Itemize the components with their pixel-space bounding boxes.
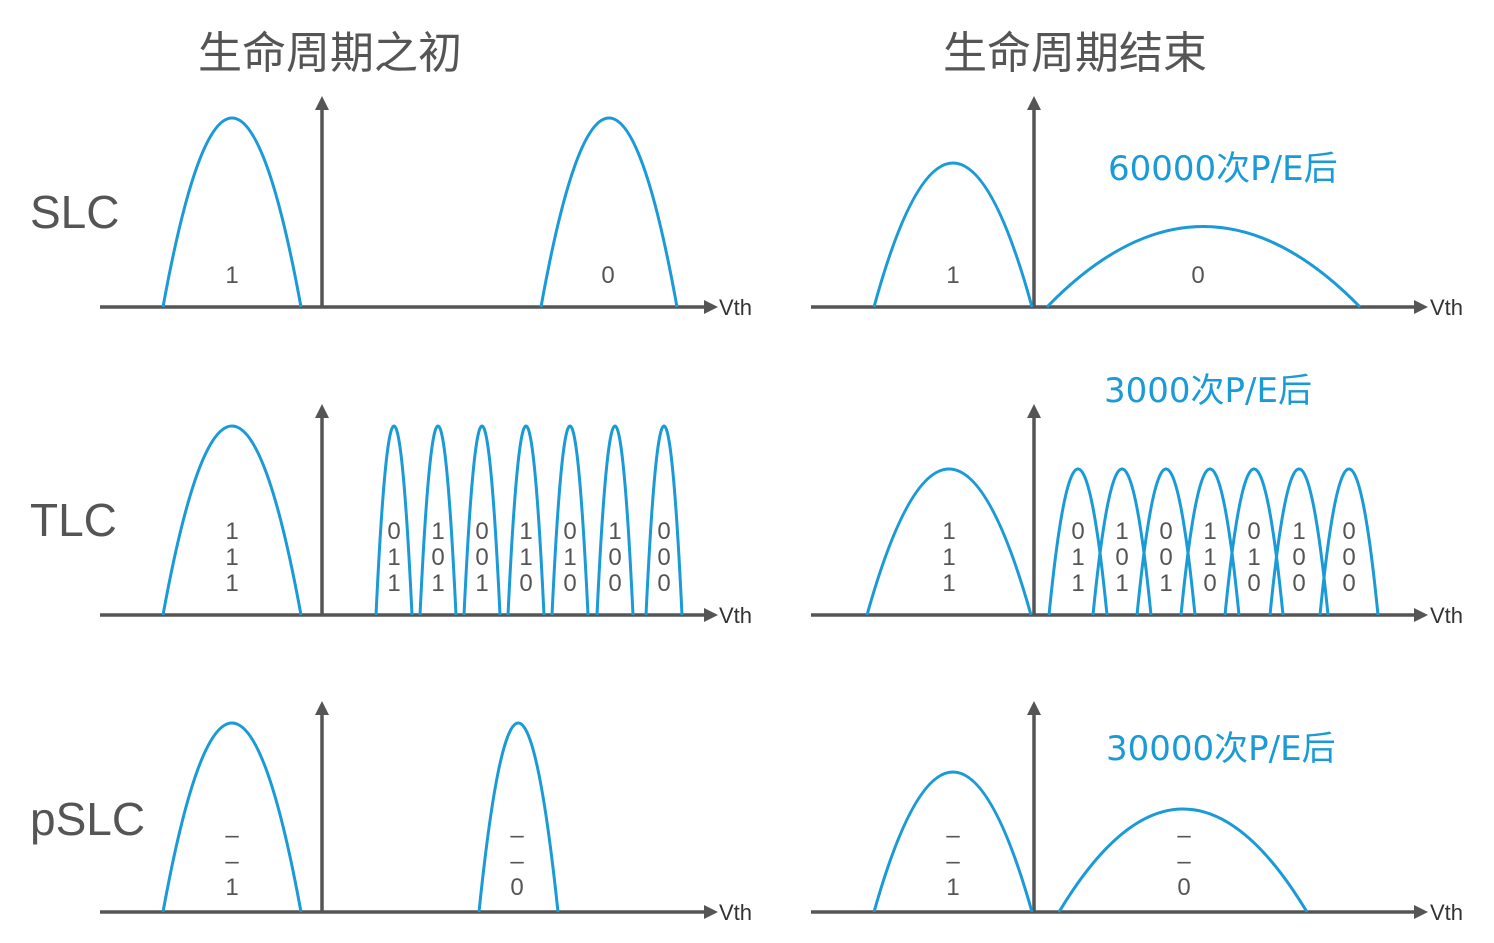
state-label-0: 0 [1191, 262, 1204, 289]
distribution-curve-100 [595, 424, 635, 616]
row-label-tlc: TLC [30, 494, 117, 546]
distribution-curve-1 [161, 116, 303, 308]
state-labels: 1 1 1 0 1 1 1 0 1 0 0 1 1 1 0 0 1 0 1 0 0 0 0 0 [942, 518, 1355, 597]
x-axis-arrow [1414, 608, 1428, 622]
distribution-curve-001 [462, 424, 502, 616]
y-axis-arrow [315, 701, 329, 715]
distribution-curve-010 [1223, 467, 1285, 616]
distribution-curve-101 [418, 424, 458, 616]
title-left: 生命周期之初 [198, 28, 462, 79]
tlc-left-panel: Vth 1 1 1 0 1 1 1 0 1 0 0 1 1 1 0 0 1 0 1 0 0 0 0 0 [100, 404, 752, 628]
distribution-curve-0 [539, 116, 679, 308]
distribution-curve-0 [477, 721, 560, 913]
distribution-curve-100 [1268, 467, 1330, 616]
vth-label: Vth [1430, 295, 1463, 320]
state-label-––1: – –1 [946, 822, 960, 901]
row-label-pslc: pSLC [30, 793, 145, 845]
vth-label: Vth [719, 900, 752, 925]
state-label-––0: – –0 [1177, 822, 1191, 901]
note-pslc: 30000次P/E后 [1106, 729, 1336, 769]
vth-label: Vth [1430, 603, 1463, 628]
title-right: 生命周期结束 [943, 28, 1207, 79]
state-label-1: 1 [946, 262, 959, 289]
row-label-slc: SLC [30, 186, 119, 238]
pslc-left-panel: Vth – –1 – –0 [100, 701, 752, 925]
distribution-curve-0 [1057, 807, 1309, 913]
note-tlc: 3000次P/E后 [1104, 371, 1312, 411]
vth-label: Vth [719, 603, 752, 628]
y-axis-arrow [315, 404, 329, 418]
state-labels: 1 1 1 0 1 1 1 0 1 0 0 1 1 1 0 0 1 0 1 0 0 0 0 0 [225, 518, 670, 597]
x-axis-arrow [1414, 905, 1428, 919]
vth-label: Vth [1430, 900, 1463, 925]
x-axis-arrow [1414, 300, 1428, 314]
state-labels: – –1 – –0 [946, 822, 1191, 901]
y-axis-arrow [1027, 701, 1041, 715]
distribution-curve-101 [1091, 467, 1153, 616]
distribution-curve-011 [1047, 467, 1109, 616]
distribution-curve-000 [1318, 467, 1380, 616]
distribution-curve-011 [374, 424, 414, 616]
note-slc: 60000次P/E后 [1108, 149, 1338, 189]
state-label-––1: – –1 [225, 822, 239, 901]
state-labels: – –1 – –0 [225, 822, 524, 901]
tlc-right-panel: Vth 1 1 1 0 1 1 1 0 1 0 0 1 1 1 0 0 1 0 1 0 0 0 0 0 [811, 404, 1463, 628]
state-label-––0: – –0 [510, 822, 524, 901]
distribution-curve-001 [1135, 467, 1197, 616]
x-axis-arrow [704, 608, 718, 622]
distribution-curve-111 [865, 467, 1033, 616]
distribution-curve-110 [506, 424, 546, 616]
x-axis-arrow [704, 905, 718, 919]
state-label-1: 1 [225, 262, 238, 289]
distribution-curve-010 [550, 424, 590, 616]
slc-left-panel: Vth 1 0 [100, 96, 752, 320]
distribution-curve-1 [872, 770, 1034, 913]
vth-label: Vth [719, 295, 752, 320]
pslc-right-panel: Vth – –1 – –0 [811, 701, 1463, 925]
y-axis-arrow [1027, 96, 1041, 110]
distribution-curve-0 [1045, 225, 1362, 309]
y-axis-arrow [315, 96, 329, 110]
x-axis-arrow [704, 300, 718, 314]
distribution-curve-000 [644, 424, 684, 616]
state-label-0: 0 [601, 262, 614, 289]
distribution-curve-1 [872, 161, 1034, 308]
distribution-curve-1 [161, 721, 303, 913]
distribution-curve-111 [161, 424, 303, 616]
distribution-curve-110 [1179, 467, 1241, 616]
y-axis-arrow [1027, 404, 1041, 418]
slc-right-panel: Vth 1 0 [811, 96, 1463, 320]
